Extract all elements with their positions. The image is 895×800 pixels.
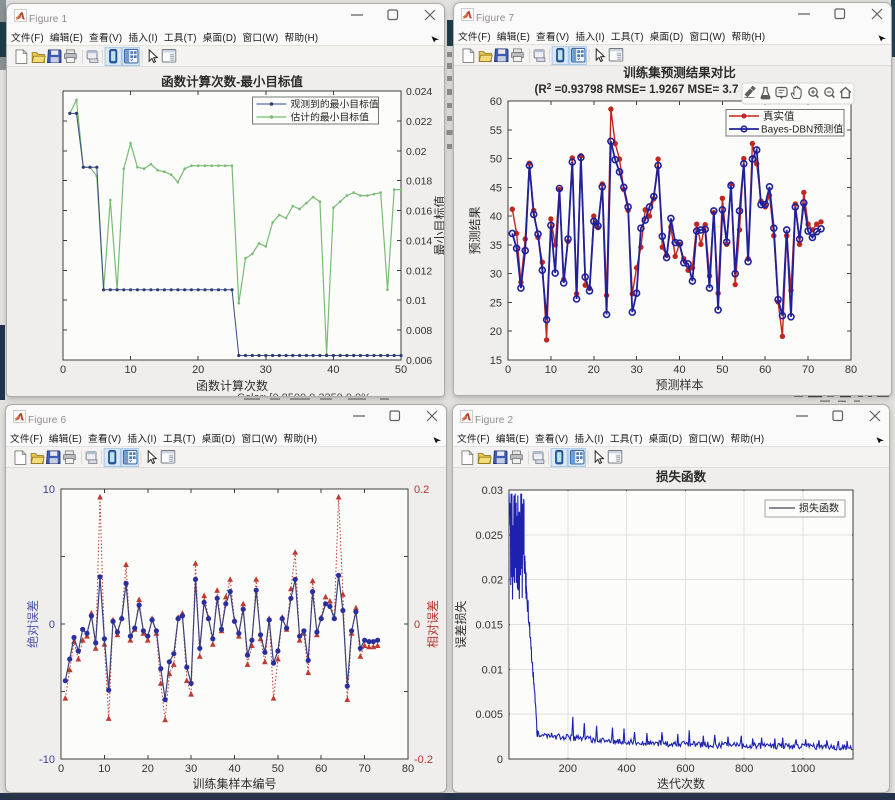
svg-text:10: 10 (124, 361, 136, 377)
svg-text:50: 50 (395, 361, 407, 377)
svg-text:0.014: 0.014 (406, 233, 432, 248)
svg-text:0.006: 0.006 (406, 353, 432, 368)
svg-text:30: 30 (185, 760, 197, 776)
svg-text:0.02: 0.02 (406, 144, 427, 159)
svg-text:0.025: 0.025 (475, 527, 503, 543)
svg-text:30: 30 (490, 266, 502, 282)
svg-text:30: 30 (630, 361, 642, 377)
svg-text:0: 0 (505, 361, 511, 377)
svg-text:40: 40 (490, 208, 502, 224)
svg-text:函数计算次数: 函数计算次数 (196, 377, 268, 394)
svg-text:80: 80 (402, 760, 414, 776)
svg-text:25: 25 (490, 294, 502, 310)
svg-text:0.008: 0.008 (406, 323, 432, 338)
svg-text:预测样本: 预测样本 (655, 376, 703, 393)
svg-text:50: 50 (716, 361, 728, 377)
svg-text:0.2: 0.2 (414, 481, 429, 497)
svg-text:损失函数: 损失函数 (656, 466, 707, 485)
svg-text:相对误差: 相对误差 (424, 600, 441, 648)
svg-text:-0.2: -0.2 (414, 751, 433, 767)
svg-text:0.02: 0.02 (482, 572, 503, 588)
svg-text:70: 70 (802, 361, 814, 377)
svg-text:0: 0 (414, 616, 420, 632)
svg-text:迭代次数: 迭代次数 (657, 775, 705, 792)
svg-text:-10: -10 (39, 751, 55, 767)
svg-text:35: 35 (490, 237, 502, 253)
svg-text:20: 20 (588, 361, 600, 377)
svg-text:0.018: 0.018 (406, 174, 432, 189)
svg-text:预测结果: 预测结果 (466, 206, 483, 254)
svg-text:0.022: 0.022 (406, 114, 432, 129)
svg-text:600: 600 (676, 760, 694, 776)
svg-text:训练集样本编号: 训练集样本编号 (192, 775, 276, 792)
svg-text:20: 20 (490, 323, 502, 339)
svg-text:真实值: 真实值 (763, 109, 795, 124)
svg-text:最小目标值: 最小目标值 (431, 195, 445, 255)
svg-text:15: 15 (490, 352, 502, 368)
svg-text:40: 40 (327, 361, 339, 377)
svg-text:0: 0 (49, 616, 55, 632)
svg-text:函数计算次数-最小目标值: 函数计算次数-最小目标值 (161, 71, 303, 90)
svg-text:0: 0 (60, 361, 66, 377)
svg-text:0: 0 (58, 760, 64, 776)
svg-text:40: 40 (673, 361, 685, 377)
svg-text:50: 50 (490, 151, 502, 167)
svg-text:800: 800 (735, 760, 753, 776)
svg-text:20: 20 (192, 361, 204, 377)
svg-text:400: 400 (617, 760, 635, 776)
svg-text:40: 40 (228, 760, 240, 776)
svg-text:70: 70 (358, 760, 370, 776)
svg-text:60: 60 (490, 93, 502, 109)
svg-text:Color: [0.8500 0.3250 0.0%: Color: [0.8500 0.3250 0.0% (237, 389, 371, 397)
svg-text:10: 10 (43, 481, 55, 497)
svg-text:0.015: 0.015 (475, 617, 503, 633)
svg-text:60: 60 (315, 760, 327, 776)
svg-text:50: 50 (272, 760, 284, 776)
svg-text:80: 80 (845, 361, 857, 377)
svg-text:55: 55 (490, 122, 502, 138)
svg-text:0.012: 0.012 (406, 263, 432, 278)
svg-text:误差损失: 误差损失 (453, 600, 469, 648)
svg-text:0.005: 0.005 (475, 706, 503, 722)
svg-text:0.016: 0.016 (406, 204, 432, 219)
svg-text:0: 0 (497, 751, 503, 767)
svg-text:损失函数: 损失函数 (799, 500, 839, 515)
svg-text:1000: 1000 (791, 760, 815, 776)
svg-text:30: 30 (260, 361, 272, 377)
svg-text:0.024: 0.024 (406, 84, 432, 99)
svg-text:10: 10 (545, 361, 557, 377)
svg-text:(R2 =0.93798 RMSE= 1.9267 MSE=: (R2 =0.93798 RMSE= 1.9267 MSE= 3.7 (535, 80, 739, 97)
svg-text:45: 45 (490, 179, 502, 195)
svg-text:估计的最小目标值: 估计的最小目标值 (291, 110, 370, 124)
svg-text:训练集预测结果对比: 训练集预测结果对比 (623, 62, 736, 81)
svg-text:10: 10 (98, 760, 110, 776)
svg-text:观测到的最小目标值: 观测到的最小目标值 (291, 97, 379, 111)
svg-text:0.01: 0.01 (406, 293, 427, 308)
svg-text:0.01: 0.01 (482, 661, 503, 677)
svg-text:Bayes-DBN预测值: Bayes-DBN预测值 (761, 121, 843, 136)
svg-text:60: 60 (759, 361, 771, 377)
svg-text:0.03: 0.03 (482, 482, 503, 498)
svg-text:20: 20 (142, 760, 154, 776)
svg-text:200: 200 (559, 760, 577, 776)
svg-text:绝对误差: 绝对误差 (24, 600, 41, 648)
